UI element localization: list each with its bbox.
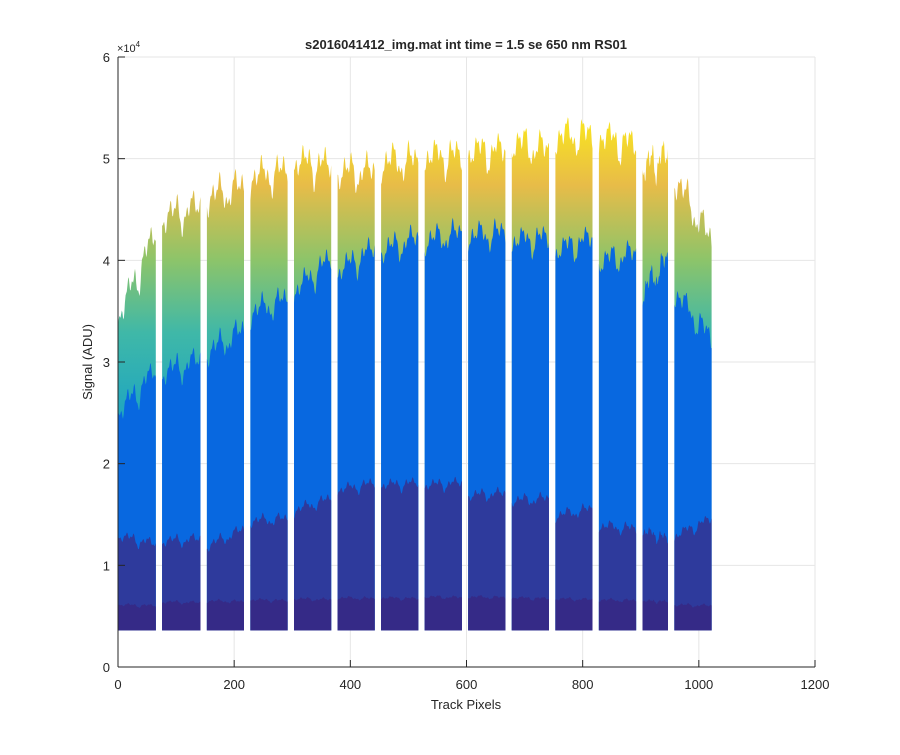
x-axis-label: Track Pixels	[431, 697, 502, 712]
band-low-segment-5	[337, 478, 375, 631]
y-exponent-base: ×10	[117, 43, 136, 55]
y-tick-label-0: 0	[103, 660, 110, 675]
band-low-segment-6	[381, 477, 419, 631]
band-low-segment-4	[294, 494, 332, 631]
band-floor-segment-4	[294, 597, 332, 631]
band-floor-segment-13	[674, 603, 712, 631]
y-tick-label-4: 4	[103, 253, 110, 268]
y-tick-label-3: 3	[103, 355, 110, 370]
y-tick-label-6: 6	[103, 50, 110, 65]
y-tick-label-2: 2	[103, 457, 110, 472]
y-tick-label-1: 1	[103, 558, 110, 573]
y-axis-label: Signal (ADU)	[80, 324, 95, 400]
band-floor-segment-7	[424, 595, 462, 631]
y-tick-label-5: 5	[103, 152, 110, 167]
band-low-segment-7	[424, 476, 462, 631]
x-tick-label-5: 1000	[684, 677, 713, 692]
y-exponent-label: ×104	[117, 40, 141, 55]
band-low-segment-13	[674, 515, 712, 631]
x-tick-label-0: 0	[114, 677, 121, 692]
band-floor-segment-2	[206, 598, 244, 631]
y-exponent-power: 4	[136, 40, 141, 49]
x-tick-label-4: 800	[572, 677, 594, 692]
band-floor-segment-9	[511, 596, 549, 631]
band-floor-segment-10	[555, 597, 593, 631]
band-floor-segment-1	[162, 600, 201, 631]
x-tick-label-3: 600	[456, 677, 478, 692]
band-floor-segment-0	[118, 603, 156, 631]
band-low-segment-8	[468, 486, 506, 631]
chart-title: s2016041412_img.mat int time = 1.5 se 65…	[305, 37, 627, 52]
x-tick-label-1: 200	[223, 677, 245, 692]
band-floor-segment-6	[381, 596, 419, 631]
axes-layer: 0 200 400 600 800 1000 1200 0 1 2 3 4 5 6	[103, 50, 830, 692]
band-floor-segment-11	[598, 597, 637, 631]
x-tick-label-2: 400	[339, 677, 361, 692]
band-floor-segment-3	[250, 598, 288, 631]
band-floor-segment-12	[642, 599, 668, 631]
x-tick-label-6: 1200	[801, 677, 830, 692]
band-floor-segment-5	[337, 596, 375, 631]
data-layer	[118, 117, 712, 631]
band-floor-segment-8	[468, 595, 506, 631]
band-low-segment-9	[511, 491, 549, 631]
